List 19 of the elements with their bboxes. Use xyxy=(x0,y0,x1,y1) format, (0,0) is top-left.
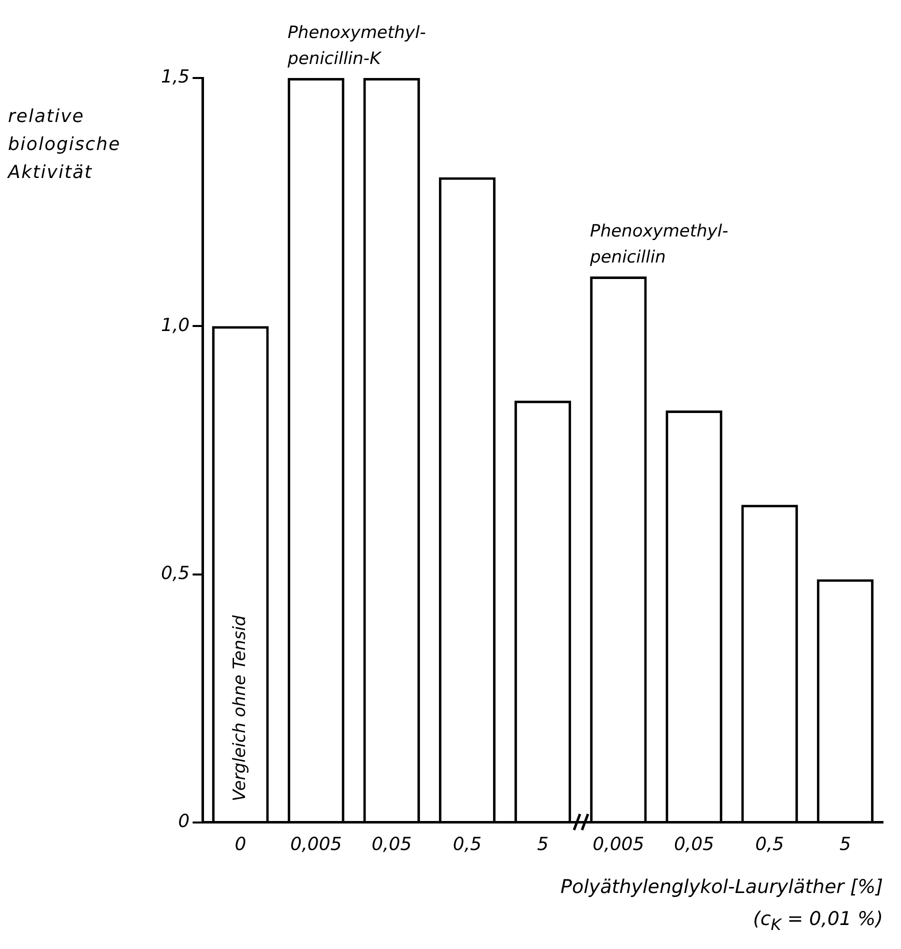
x-tick-label: 5 xyxy=(839,834,851,855)
y-tick-label: 1,5 xyxy=(160,66,190,88)
x-tick-label: 0,05 xyxy=(372,834,412,855)
series-label: Vergleich ohne Tensid xyxy=(230,615,250,802)
x-tick-label: 0,05 xyxy=(674,834,714,855)
x-tick-label: 0,5 xyxy=(452,834,482,855)
y-tick-label: 0 xyxy=(178,811,190,832)
x-axis-title: Polyäthylenglykol-Lauryläther [%] xyxy=(560,876,883,898)
y-axis-title: relative biologische Aktivität xyxy=(8,105,122,185)
x-tick-label: 0,005 xyxy=(592,834,644,855)
x-tick-label: 0,5 xyxy=(755,834,784,855)
series-label: Phenoxymethyl-penicillin xyxy=(589,222,728,268)
x-tick-label: 5 xyxy=(537,834,549,855)
x-tick-label: 0 xyxy=(234,834,246,855)
text: (c$_{K}$ = 0,01 %) xyxy=(752,908,883,934)
y-tick-label: 0,5 xyxy=(160,562,190,584)
series-label: Phenoxymethyl-penicillin-K xyxy=(286,23,426,69)
y-tick-label: 1,0 xyxy=(160,314,190,336)
x-tick-label: 0,005 xyxy=(290,834,342,855)
